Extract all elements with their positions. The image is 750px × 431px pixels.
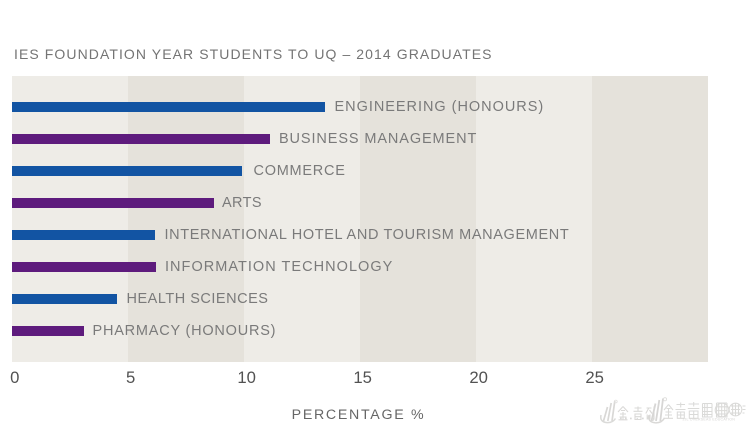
svg-text:JJL OVERSEAS EDUCATION: JJL OVERSEAS EDUCATION — [683, 417, 736, 421]
